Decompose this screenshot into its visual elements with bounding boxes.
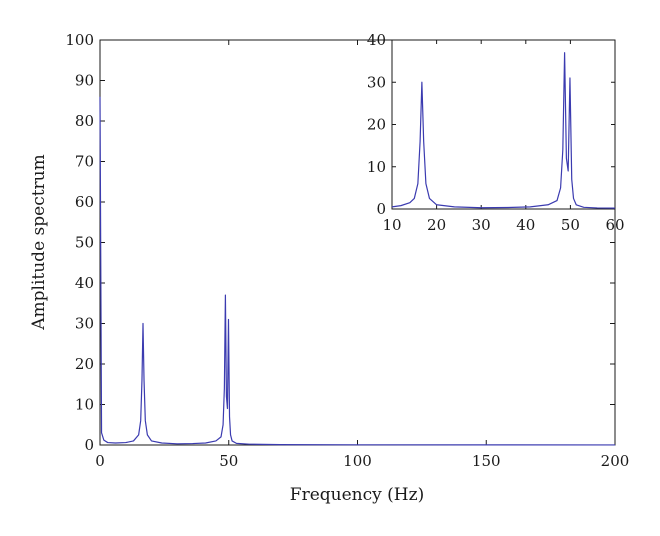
inset-y-tick-label: 20: [367, 116, 386, 134]
main-x-tick-label: 200: [601, 452, 630, 470]
inset-spectrum-line: [391, 52, 616, 209]
main-y-tick-label: 80: [75, 112, 94, 130]
main-y-axis-label: Amplitude spectrum: [29, 154, 49, 331]
inset-y-tick-label: 10: [367, 158, 386, 176]
inset-y-tick-label: 30: [367, 73, 386, 91]
inset-y-tick-label: 40: [367, 31, 386, 49]
main-series-group: [99, 96, 616, 446]
inset-x-tick-label: 30: [472, 216, 491, 234]
main-x-tick-label: 100: [343, 452, 372, 470]
inset-x-tick-label: 20: [427, 216, 446, 234]
main-spectrum-line: [99, 96, 616, 446]
inset-x-tick-label: 60: [605, 216, 624, 234]
inset-series-group: [391, 52, 616, 209]
inset-background: [392, 40, 615, 209]
inset-x-tick-label: 40: [516, 216, 535, 234]
inset-x-tick-label: 10: [382, 216, 401, 234]
inset-y-tick-label: 0: [376, 200, 386, 218]
main-y-tick-label: 20: [75, 355, 94, 373]
main-y-tick-label: 0: [84, 436, 94, 454]
main-x-axis: 0 50 100 150 200: [95, 40, 629, 470]
main-y-tick-label: 60: [75, 193, 94, 211]
main-x-tick-label: 150: [472, 452, 501, 470]
main-x-axis-label: Frequency (Hz): [290, 485, 424, 505]
main-y-tick-label: 90: [75, 72, 94, 90]
main-y-tick-label: 30: [75, 315, 94, 333]
main-y-tick-label: 70: [75, 153, 94, 171]
main-y-tick-label: 100: [65, 31, 94, 49]
inset-y-axis: 0 10 20 30 40: [367, 31, 615, 218]
main-y-tick-label: 50: [75, 234, 94, 252]
main-y-tick-label: 40: [75, 274, 94, 292]
main-y-tick-label: 10: [75, 396, 94, 414]
inset-x-tick-label: 50: [561, 216, 580, 234]
inset-x-axis: 10 20 30 40 50 60: [382, 40, 625, 234]
main-x-tick-label: 0: [95, 452, 105, 470]
main-x-tick-label: 50: [219, 452, 238, 470]
